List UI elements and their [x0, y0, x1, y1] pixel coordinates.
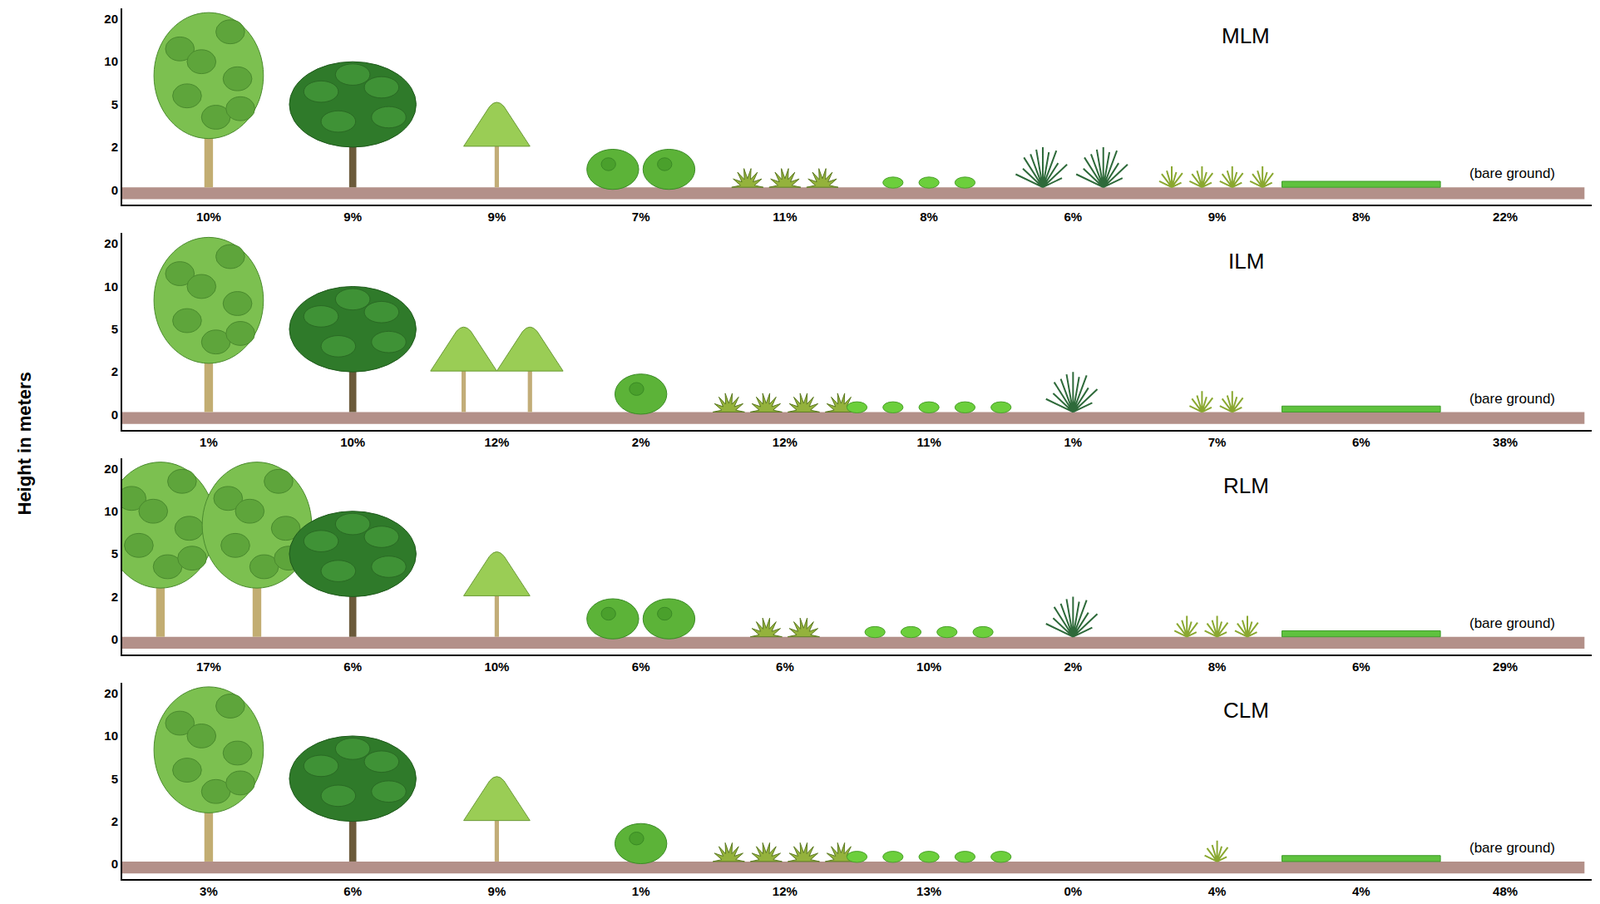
svg-text:8%: 8% — [919, 209, 939, 224]
svg-text:ILM: ILM — [1228, 248, 1265, 274]
svg-text:0%: 0% — [1064, 883, 1083, 899]
svg-text:11%: 11% — [917, 434, 942, 450]
svg-text:10%: 10% — [340, 434, 366, 450]
svg-text:6%: 6% — [343, 883, 362, 899]
svg-text:(bare ground): (bare ground) — [1469, 165, 1556, 182]
svg-text:10%: 10% — [196, 209, 222, 224]
svg-text:9%: 9% — [343, 209, 362, 224]
svg-text:2: 2 — [111, 139, 119, 154]
svg-text:(bare ground): (bare ground) — [1469, 390, 1556, 407]
svg-text:7%: 7% — [1208, 434, 1227, 450]
svg-text:5: 5 — [111, 546, 119, 561]
svg-text:29%: 29% — [1492, 659, 1518, 674]
svg-text:2: 2 — [111, 364, 119, 379]
svg-text:9%: 9% — [488, 883, 507, 899]
svg-text:10: 10 — [103, 279, 119, 294]
svg-text:12%: 12% — [772, 883, 798, 899]
svg-text:CLM: CLM — [1223, 697, 1270, 723]
svg-text:3%: 3% — [199, 883, 218, 899]
svg-text:48%: 48% — [1492, 883, 1518, 899]
svg-text:2%: 2% — [632, 434, 651, 450]
svg-text:9%: 9% — [1208, 209, 1227, 224]
svg-text:2: 2 — [111, 589, 119, 604]
svg-text:2: 2 — [111, 814, 119, 829]
svg-text:11%: 11% — [772, 209, 797, 224]
svg-text:22%: 22% — [1492, 209, 1518, 224]
svg-text:20: 20 — [103, 461, 119, 476]
svg-text:2%: 2% — [1064, 659, 1083, 674]
svg-text:20: 20 — [103, 236, 119, 251]
svg-text:MLM: MLM — [1221, 23, 1270, 49]
svg-text:13%: 13% — [916, 883, 942, 899]
svg-text:12%: 12% — [772, 434, 798, 450]
svg-text:6%: 6% — [1352, 434, 1371, 450]
svg-text:12%: 12% — [483, 434, 509, 450]
svg-text:4%: 4% — [1208, 883, 1227, 899]
svg-text:0: 0 — [111, 632, 119, 647]
svg-text:6%: 6% — [632, 659, 651, 674]
svg-text:RLM: RLM — [1223, 473, 1270, 499]
svg-text:8%: 8% — [1208, 659, 1227, 674]
svg-text:7%: 7% — [632, 209, 651, 224]
svg-text:(bare ground): (bare ground) — [1469, 615, 1556, 632]
svg-text:10%: 10% — [916, 659, 942, 674]
svg-text:0: 0 — [111, 856, 119, 871]
svg-text:10: 10 — [103, 503, 119, 519]
svg-text:5: 5 — [111, 321, 119, 336]
svg-text:5: 5 — [111, 97, 119, 112]
svg-text:10%: 10% — [483, 659, 509, 674]
svg-text:17%: 17% — [196, 659, 222, 674]
svg-text:5: 5 — [111, 771, 119, 786]
svg-text:6%: 6% — [343, 659, 362, 674]
svg-text:9%: 9% — [488, 209, 507, 224]
svg-text:0: 0 — [111, 407, 119, 422]
svg-text:4%: 4% — [1352, 883, 1371, 899]
svg-text:1%: 1% — [199, 434, 218, 450]
svg-text:1%: 1% — [1064, 434, 1083, 450]
svg-text:Height in meters: Height in meters — [14, 371, 35, 515]
svg-text:10: 10 — [103, 54, 119, 69]
svg-text:(bare ground): (bare ground) — [1469, 839, 1556, 856]
svg-text:10: 10 — [103, 728, 119, 743]
svg-text:20: 20 — [103, 686, 119, 701]
svg-text:8%: 8% — [1352, 209, 1371, 224]
svg-text:6%: 6% — [775, 659, 795, 674]
svg-text:20: 20 — [103, 11, 119, 26]
svg-text:1%: 1% — [632, 883, 651, 899]
svg-text:6%: 6% — [1352, 659, 1371, 674]
svg-text:0: 0 — [111, 182, 119, 198]
svg-text:38%: 38% — [1492, 434, 1518, 450]
svg-text:6%: 6% — [1064, 209, 1083, 224]
